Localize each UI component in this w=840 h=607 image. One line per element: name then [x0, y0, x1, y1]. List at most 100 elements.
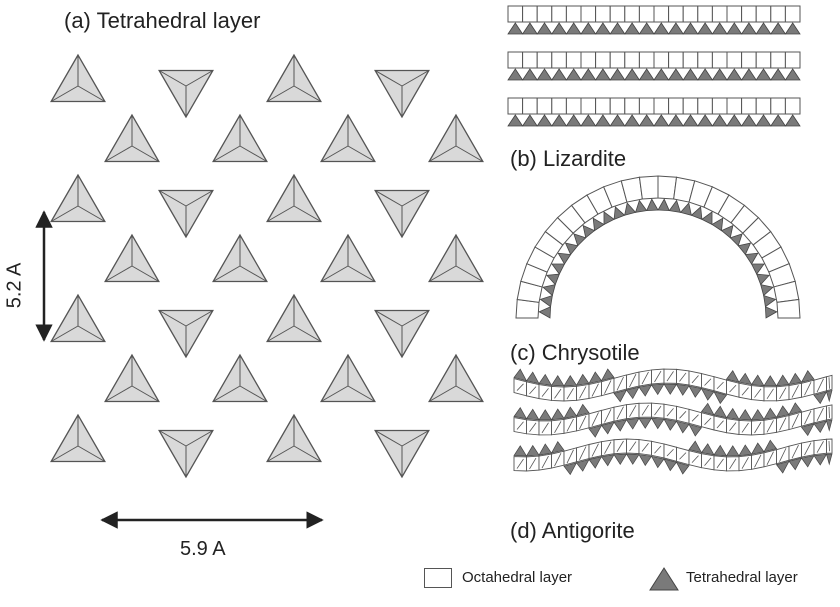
legend-tetrahedral-label: Tetrahedral layer [686, 569, 798, 586]
tetrahedral-cell [775, 374, 790, 387]
octahedral-hatch [828, 377, 830, 389]
tetrahedral-cell [582, 224, 596, 239]
octahedral-hatch [616, 406, 624, 420]
label-lizardite: (b) Lizardite [510, 146, 627, 171]
tetrahedral-cell [763, 375, 778, 387]
octahedral-hatch [779, 448, 787, 462]
tetrahedral-cell [563, 406, 578, 419]
dimension-label-vertical: 5.2 A [3, 262, 26, 309]
tetrahedral-cell [551, 263, 566, 275]
octahedral-hatch [754, 454, 762, 468]
tetrahedral-cell [690, 206, 703, 220]
tetrahedral-cell [600, 454, 615, 467]
octahedral-hatch [791, 385, 799, 398]
octahedral-hatch [566, 418, 574, 432]
tetrahedral-cell [638, 454, 653, 467]
label-tetrahedral-layer: (a) Tetrahedral layer [64, 8, 261, 33]
octahedral-hatch [566, 388, 574, 400]
tetrahedral-cell [675, 420, 690, 434]
tetrahedral-cell [750, 442, 765, 455]
tetrahedral-cell [763, 294, 777, 308]
tetrahedron [374, 189, 430, 239]
tetrahedral-cell [800, 455, 815, 468]
tetrahedral-cell [603, 211, 615, 226]
tetrahedral-cell [634, 199, 648, 213]
dimension-label-horizontal: 5.9 A [180, 538, 226, 560]
tetrahedral-cell [679, 202, 692, 216]
tetrahedral-cell [738, 444, 753, 457]
tetrahedral-cell [550, 408, 565, 421]
octahedral-hatch [816, 441, 824, 453]
tetrahedral-cell [688, 423, 703, 437]
octahedral-hatch [629, 373, 637, 388]
tetrahedral-cell [663, 383, 678, 395]
octahedral-hatch [691, 455, 699, 463]
octahedral-hatch [529, 422, 537, 433]
octahedral-hatch [591, 412, 599, 426]
octahedral-hatch [541, 388, 549, 397]
tetrahedral-cell [646, 198, 659, 212]
tetrahedron [320, 113, 376, 163]
tetrahedral-cell [588, 371, 603, 384]
octahedral-hatch [791, 444, 799, 459]
octahedral-hatch [641, 404, 649, 416]
tetrahedron [320, 353, 376, 403]
tetrahedron [428, 353, 484, 403]
lizardite-layer [507, 51, 801, 81]
tetrahedral-cell [720, 224, 734, 239]
octahedral-hatch [804, 381, 812, 396]
octahedral-hatch [766, 451, 774, 465]
tetrahedron [212, 353, 268, 403]
tetrahedral-cell [657, 198, 670, 212]
octahedral-hatch [691, 414, 699, 422]
tetrahedron [158, 309, 214, 359]
tetrahedral-cell [573, 233, 587, 247]
octahedral-hatch [816, 407, 824, 422]
octahedral-cell [776, 298, 801, 319]
label-antigorite: (d) Antigorite [510, 518, 635, 543]
tetrahedron [158, 429, 214, 479]
tetrahedral-cell [588, 424, 603, 438]
tetrahedron [212, 113, 268, 163]
tetrahedral-cell [760, 284, 774, 297]
tetrahedral-cell [750, 263, 765, 275]
tetrahedral-cell [788, 372, 803, 386]
tetrahedral-layer-panel [50, 53, 484, 479]
octahedral-hatch [591, 443, 599, 457]
tetrahedral-cell [624, 202, 637, 216]
tetrahedral-cell [763, 407, 778, 420]
tetrahedral-cell [800, 423, 815, 437]
tetrahedral-cell [763, 439, 778, 453]
tetrahedron [266, 413, 322, 463]
tetrahedral-cell [700, 402, 715, 416]
lizardite-layer [507, 97, 801, 127]
tetrahedral-cell [750, 408, 765, 421]
octahedral-hatch [729, 384, 737, 393]
octahedral-hatch [716, 458, 724, 469]
tetrahedral-cell [538, 443, 553, 456]
octahedral-hatch [641, 443, 649, 452]
tetrahedron [50, 293, 106, 343]
tetrahedral-cell [563, 375, 578, 387]
tetrahedral-cell [538, 409, 553, 421]
tetrahedral-cell [744, 252, 759, 265]
tetrahedral-cell [738, 372, 753, 386]
tetrahedral-cell [592, 217, 605, 232]
octahedral-hatch [554, 421, 562, 433]
tetrahedral-cell [575, 373, 590, 386]
tetrahedron [104, 113, 160, 163]
tetrahedral-cell [663, 418, 678, 431]
tetrahedral-cell [513, 368, 528, 382]
octahedral-hatch [779, 387, 787, 400]
octahedral-legend-swatch [424, 568, 452, 588]
tetrahedral-cell [613, 389, 628, 403]
tetrahedral-cell [538, 373, 553, 386]
octahedral-hatch [654, 445, 662, 454]
tetrahedral-cell [826, 389, 833, 403]
tetrahedral-cell [738, 409, 753, 421]
octahedral-hatch [641, 371, 649, 385]
octahedral-hatch [741, 457, 749, 469]
octahedral-hatch [579, 446, 587, 461]
tetrahedral-cell [638, 417, 653, 429]
